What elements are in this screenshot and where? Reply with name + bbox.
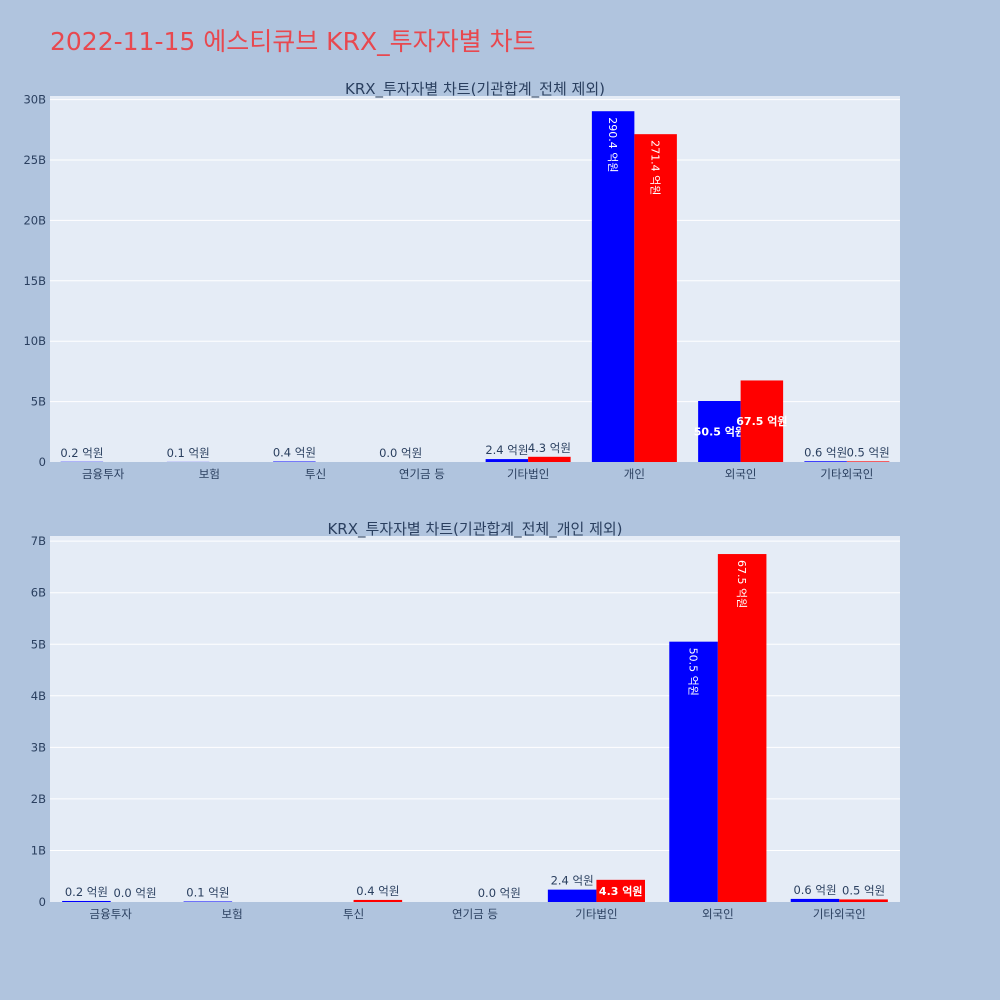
bar (634, 134, 677, 462)
y-tick-label: 10B (23, 334, 46, 348)
data-label: 0.4 억원 (356, 884, 399, 898)
x-tick-label: 투신 (305, 467, 326, 481)
bar (353, 899, 403, 902)
bar (183, 901, 233, 902)
data-label: 0.1 억원 (167, 446, 210, 460)
data-label: 0.0 억원 (478, 886, 521, 900)
x-tick-label: 금융투자 (90, 907, 133, 921)
x-tick-label: 보험 (199, 467, 220, 481)
chart-title: KRX_투자자별 차트(기관합계_전체 제외) (345, 80, 605, 99)
y-tick-label: 5B (31, 637, 46, 651)
data-label: 0.2 억원 (65, 885, 108, 899)
y-tick-label: 1B (31, 843, 46, 857)
chart-investor-all: KRX_투자자별 차트(기관합계_전체 제외) 0 5B 10B 15B 20B 25B 30… (23, 80, 900, 481)
data-label: 0.1 억원 (186, 885, 229, 899)
x-tick-label: 외국인 (702, 907, 734, 921)
x-tick-label: 보험 (222, 907, 243, 921)
bar (839, 899, 888, 902)
bar (669, 641, 718, 902)
bar (528, 456, 571, 462)
y-tick-label: 2B (31, 792, 46, 806)
y-tick-label: 25B (23, 153, 46, 167)
data-label: 2.4 억원 (485, 443, 528, 457)
y-tick-label: 3B (31, 740, 46, 754)
data-label: 50.5 억원 (687, 648, 700, 696)
bar (62, 900, 111, 902)
bar (591, 111, 635, 463)
data-label: 0.6 억원 (804, 445, 847, 459)
y-tick-label: 0 (39, 455, 46, 469)
bar (698, 401, 741, 462)
y-tick-label: 20B (23, 213, 46, 227)
x-tick-label: 외국인 (725, 467, 757, 481)
y-tick-label: 7B (31, 534, 46, 548)
chart-title: KRX_투자자별 차트(기관합계_전체_개인 제외) (327, 520, 622, 539)
data-label: 0.2 억원 (60, 446, 103, 460)
x-tick-label: 투신 (343, 907, 364, 921)
data-label: 0.4 억원 (273, 446, 316, 460)
x-tick-label: 연기금 등 (399, 467, 445, 481)
x-tick-label: 개인 (624, 467, 645, 481)
x-tick-label: 기타외국인 (813, 907, 866, 921)
y-tick-label: 15B (23, 274, 46, 288)
chart-investor-excl-individual: KRX_투자자별 차트(기관합계_전체_개인 제외) 0 1B 2B 3B 4B 5B 6B 7… (31, 520, 900, 921)
bar (804, 461, 847, 462)
data-label: 4.3 억원 (599, 884, 643, 898)
y-tick-label: 0 (39, 895, 46, 909)
data-label: 0.6 억원 (793, 883, 836, 897)
data-label: 50.5 억원 (694, 425, 745, 439)
page-title: 2022-11-15 에스티큐브 KRX_투자자별 차트 (50, 27, 536, 56)
data-label: 67.5 억원 (736, 414, 787, 428)
data-label: 2.4 억원 (551, 874, 594, 888)
x-tick-label: 기타법인 (507, 467, 549, 481)
x-tick-label: 기타법인 (575, 907, 617, 921)
y-tick-label: 30B (23, 93, 46, 107)
bar (740, 380, 784, 462)
data-label: 0.5 억원 (847, 445, 890, 459)
data-label: 0.0 억원 (113, 886, 156, 900)
x-tick-label: 금융투자 (82, 467, 125, 481)
y-tick-label: 6B (31, 586, 46, 600)
bar (790, 898, 840, 902)
bar (846, 461, 890, 462)
x-tick-label: 기타외국인 (820, 467, 873, 481)
data-label: 0.0 억원 (379, 446, 422, 460)
data-label: 0.5 억원 (842, 883, 885, 897)
plot-area (50, 536, 900, 902)
x-tick-label: 연기금 등 (452, 907, 498, 921)
bar (596, 879, 645, 902)
data-label: 67.5 억원 (735, 560, 748, 608)
data-label: 290.4 억원 (606, 117, 619, 172)
data-label: 271.4 억원 (649, 140, 662, 195)
data-label: 4.3 억원 (528, 441, 571, 455)
bar (485, 459, 529, 462)
bar (717, 554, 767, 902)
bar (547, 889, 597, 902)
y-tick-label: 4B (31, 689, 46, 703)
y-tick-label: 5B (31, 395, 46, 409)
